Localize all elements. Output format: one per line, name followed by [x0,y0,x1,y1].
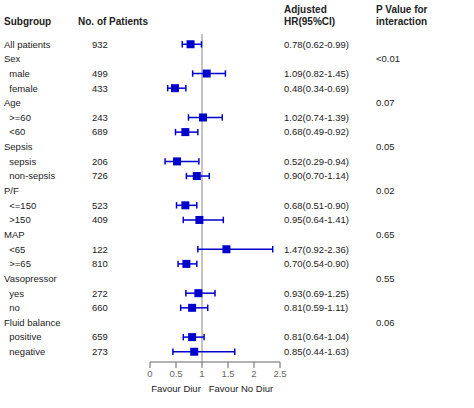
svg-text:>=65: >=65 [8,258,31,269]
svg-text:206: 206 [92,156,108,167]
svg-text:Sex: Sex [8,53,21,64]
svg-text:Fluid balance: Fluid balance [8,317,61,328]
html-text:Adjusted HR(95%CI): Adjusted HR(95%CI) [284,4,336,27]
svg-text:>150: >150 [8,214,31,225]
html-text:Subgroup: Subgroup [4,16,52,27]
svg-text:All patients: All patients [8,39,51,50]
svg-text:810: 810 [92,258,108,269]
svg-text:1: 1 [199,368,204,379]
svg-text:0.65: 0.65 [376,229,395,240]
svg-text:0.48(0.34-0.69): 0.48(0.34-0.69) [284,83,349,94]
svg-text:122: 122 [92,244,108,255]
svg-text:932: 932 [92,39,108,50]
svg-text:0.52(0.29-0.94): 0.52(0.29-0.94) [284,156,349,167]
html-text:No. of Patients: No. of Patients [78,16,148,27]
svg-text:Favour No Diur: Favour No Diur [209,383,273,394]
svg-text:male: male [8,68,30,79]
svg-text:<0.01: <0.01 [376,53,400,64]
svg-text:273: 273 [92,346,108,357]
svg-text:523: 523 [92,200,108,211]
svg-text:660: 660 [92,302,108,313]
svg-text:0.90(0.70-1.14): 0.90(0.70-1.14) [284,170,349,181]
svg-text:0.81(0.64-1.04): 0.81(0.64-1.04) [284,331,349,342]
svg-text:Vasopressor: Vasopressor [8,273,57,284]
svg-text:1.5: 1.5 [221,368,234,379]
svg-text:Favour Diur: Favour Diur [151,383,201,394]
svg-text:0.68(0.49-0.92): 0.68(0.49-0.92) [284,126,349,137]
svg-text:0: 0 [147,368,152,379]
svg-text:0.81(0.59-1.11): 0.81(0.59-1.11) [284,302,348,313]
svg-text:non-sepsis: non-sepsis [8,170,55,181]
svg-text:0.5: 0.5 [169,368,182,379]
svg-text:659: 659 [92,331,108,342]
svg-text:409: 409 [92,214,108,225]
svg-text:0.05: 0.05 [376,141,395,152]
svg-text:0.68(0.51-0.90): 0.68(0.51-0.90) [284,200,349,211]
svg-text:Sepsis: Sepsis [8,141,33,152]
svg-text:0.93(0.69-1.25): 0.93(0.69-1.25) [284,288,349,299]
svg-text:0.07: 0.07 [376,97,395,108]
svg-text:<65: <65 [8,244,25,255]
svg-text:0.78(0.62-0.99): 0.78(0.62-0.99) [284,39,349,50]
svg-text:<60: <60 [8,126,25,137]
svg-text:>=60: >=60 [8,112,31,123]
svg-text:689: 689 [92,126,108,137]
svg-text:0.02: 0.02 [376,185,395,196]
svg-text:negative: negative [8,346,45,357]
svg-text:MAP: MAP [8,229,25,240]
svg-text:726: 726 [92,170,108,181]
svg-text:0.85(0.44-1.63): 0.85(0.44-1.63) [284,346,349,357]
svg-text:1.02(0.74-1.39): 1.02(0.74-1.39) [284,112,349,123]
svg-text:272: 272 [92,288,108,299]
svg-text:no: no [8,302,20,313]
html-text:P Value for interaction: P Value for interaction [376,4,428,27]
svg-text:2: 2 [251,368,256,379]
svg-text:yes: yes [8,288,24,299]
svg-text:0.95(0.64-1.41): 0.95(0.64-1.41) [284,214,349,225]
svg-text:1.09(0.82-1.45): 1.09(0.82-1.45) [284,68,349,79]
svg-text:0.55: 0.55 [376,273,395,284]
svg-text:0.06: 0.06 [376,317,395,328]
svg-text:243: 243 [92,112,108,123]
svg-text:female: female [8,83,38,94]
svg-text:sepsis: sepsis [8,156,36,167]
svg-text:positive: positive [8,331,42,342]
svg-text:499: 499 [92,68,108,79]
svg-text:<=150: <=150 [8,200,36,211]
svg-text:2.5: 2.5 [273,368,286,379]
svg-text:P/F: P/F [8,185,19,196]
svg-text:433: 433 [92,83,108,94]
svg-text:0.70(0.54-0.90): 0.70(0.54-0.90) [284,258,349,269]
svg-text:1.47(0.92-2.36): 1.47(0.92-2.36) [284,244,349,255]
svg-text:Age: Age [8,97,21,108]
